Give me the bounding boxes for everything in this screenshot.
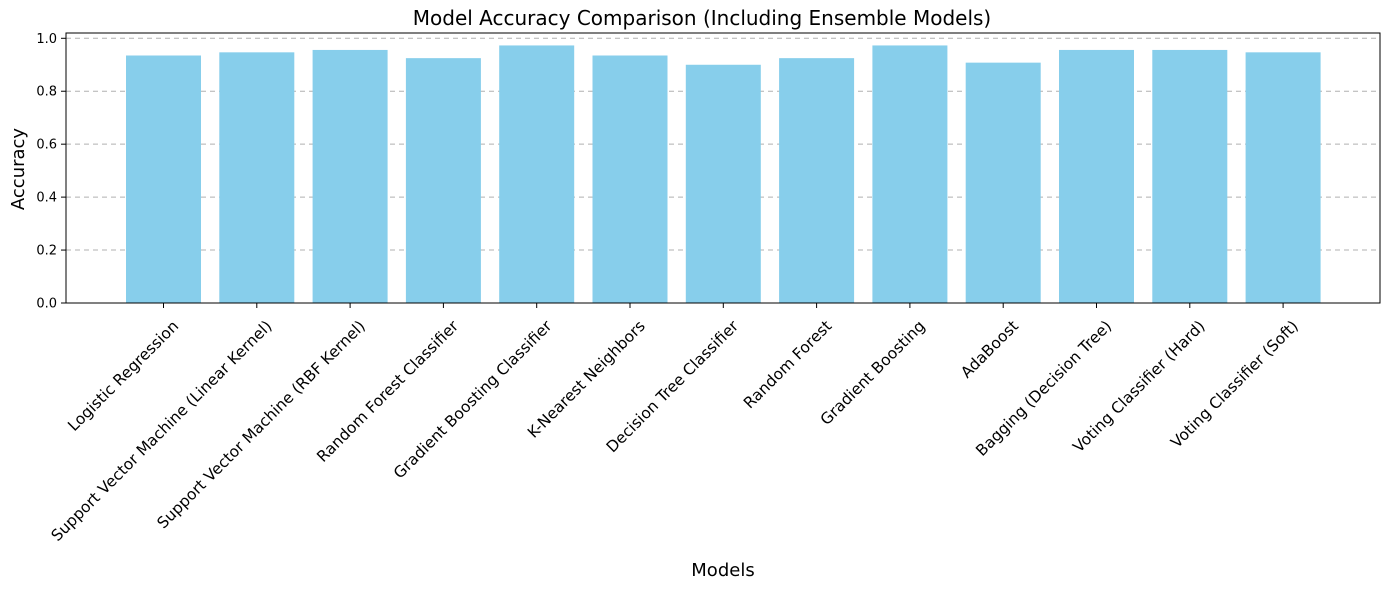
x-axis-label: Models [691,560,754,581]
x-tick-label: Gradient Boosting Classifier [390,317,556,483]
y-tick-label: 0.6 [36,138,57,153]
x-tick-label: Support Vector Machine (RBF Kernel) [154,317,369,532]
chart-title: Model Accuracy Comparison (Including Ens… [413,6,991,30]
y-axis-label: Accuracy [8,128,29,211]
bar [1152,49,1228,303]
bar [219,52,295,303]
bar [405,58,481,303]
bar [312,49,388,303]
bar [872,45,948,304]
y-tick-label: 1.0 [36,32,57,47]
y-tick-label: 0.4 [36,191,57,206]
x-tick-label: AdaBoost [957,317,1022,382]
x-tick-label: Random Forest [740,317,835,412]
bar [499,45,575,304]
bar [779,58,855,303]
y-tick-label: 0.2 [36,244,57,259]
bar [592,55,668,303]
bars [126,45,1321,304]
bar [126,55,201,303]
y-tick-label: 0.8 [36,85,57,100]
bar [1245,52,1321,303]
bar [685,64,761,303]
y-tick-label: 0.0 [36,297,57,312]
bar [1059,49,1134,303]
bar [965,62,1041,303]
x-tick-label: Gradient Boosting [817,317,929,429]
